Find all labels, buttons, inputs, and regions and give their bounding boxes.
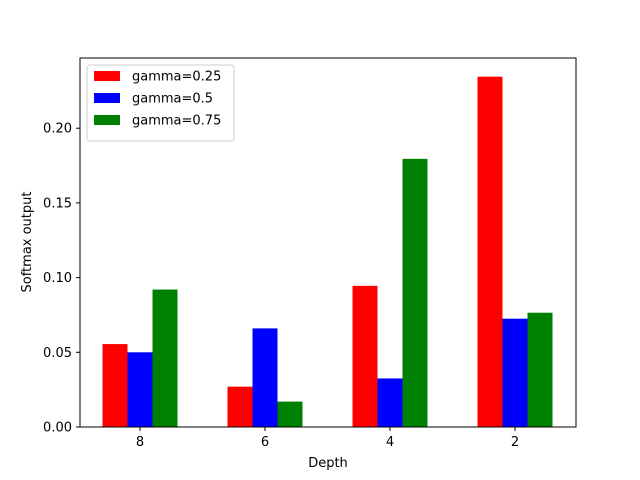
- bars-layer: [102, 76, 553, 428]
- y-ticks: 0.00 0.05 0.10 0.15 0.20: [43, 122, 80, 436]
- legend-swatch: [94, 115, 120, 125]
- legend-label: gamma=0.5: [132, 92, 213, 107]
- bar-gamma-0-25-depth-6: [227, 386, 253, 427]
- x-ticks: 8 6 4 2: [136, 427, 519, 450]
- bar-gamma-0-75-depth-2: [527, 312, 553, 427]
- x-axis-label: Depth: [308, 456, 348, 471]
- legend-swatch: [94, 93, 120, 103]
- legend-box: [86, 64, 235, 142]
- bar-gamma-0-25-depth-4: [352, 285, 378, 427]
- legend: gamma=0.25 gamma=0.5 gamma=0.75: [86, 64, 235, 142]
- x-tick-label: 6: [261, 435, 269, 450]
- bar-gamma-0-75-depth-6: [277, 401, 303, 427]
- bar-gamma-0-5-depth-4: [377, 378, 403, 427]
- bar-gamma-0-5-depth-6: [252, 328, 278, 427]
- bar-gamma-0-75-depth-4: [402, 158, 428, 427]
- bar-gamma-0-25-depth-8: [102, 344, 128, 427]
- x-tick-label: 4: [386, 435, 394, 450]
- legend-label: gamma=0.75: [132, 114, 221, 129]
- bar-gamma-0-5-depth-2: [502, 318, 528, 427]
- legend-label: gamma=0.25: [132, 70, 221, 85]
- y-tick-label: 0.00: [43, 421, 72, 436]
- bar-gamma-0-75-depth-8: [152, 289, 178, 427]
- bar-gamma-0-5-depth-8: [127, 352, 153, 427]
- y-tick-label: 0.05: [43, 346, 72, 361]
- x-tick-label: 8: [136, 435, 144, 450]
- y-tick-label: 0.10: [43, 271, 72, 286]
- x-tick-label: 2: [511, 435, 519, 450]
- y-tick-label: 0.15: [43, 196, 72, 211]
- y-axis-label: Softmax output: [20, 192, 35, 293]
- legend-swatch: [94, 71, 120, 81]
- plot-frame: [79, 57, 577, 428]
- y-tick-label: 0.20: [43, 122, 72, 137]
- bar-gamma-0-25-depth-2: [477, 76, 503, 428]
